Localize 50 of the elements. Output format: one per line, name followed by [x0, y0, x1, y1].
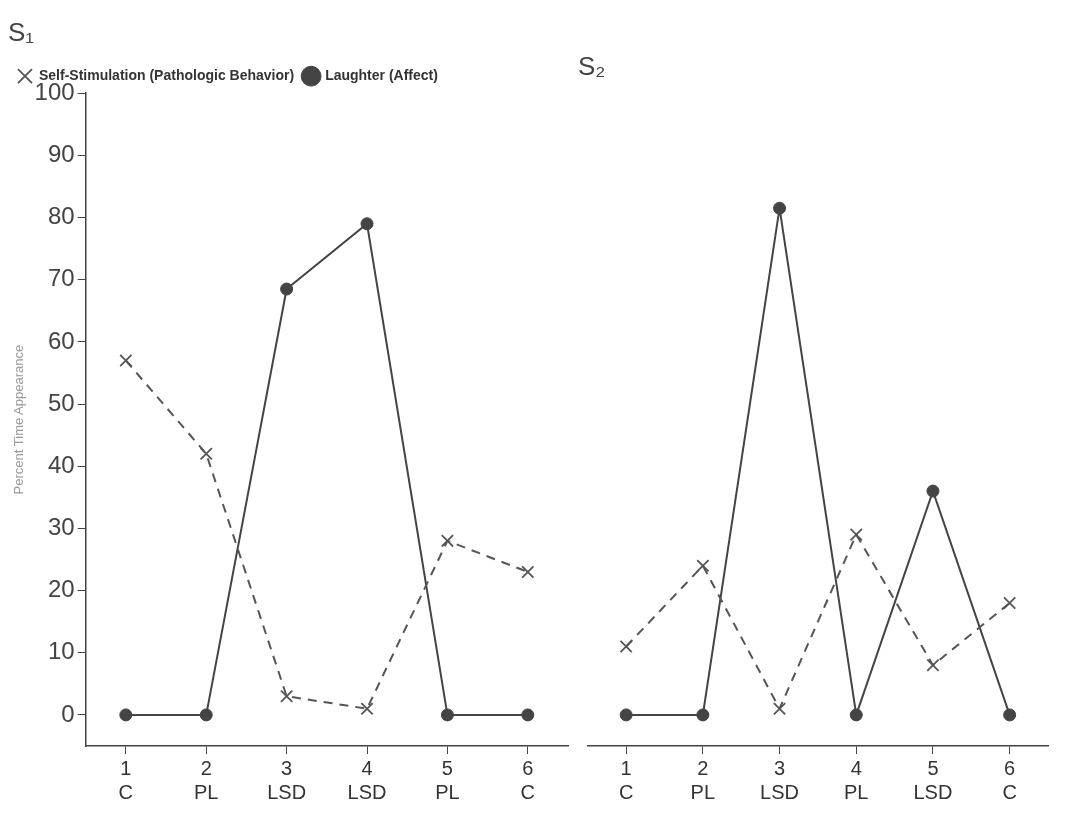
x-tick-label: 2 PL — [690, 756, 716, 803]
x-tick-label: 3 LSD — [267, 756, 307, 803]
y-tick-label: 70 — [47, 264, 75, 292]
y-tick-label: 50 — [47, 388, 75, 416]
x-tick-label: 6 C — [1002, 756, 1017, 803]
point — [619, 708, 633, 722]
point — [119, 708, 133, 722]
point — [360, 217, 374, 231]
legend-label: Laughter (Affect) — [325, 67, 438, 84]
x-tick-label: 3 LSD — [760, 756, 799, 803]
y-tick-label: 90 — [47, 140, 75, 167]
point — [1003, 708, 1017, 722]
x-tick-label: 4 LSD — [347, 756, 387, 803]
point — [696, 708, 710, 722]
y-axis-title: Percent Time Appearance — [11, 344, 27, 495]
y-tick-label: 20 — [47, 575, 75, 603]
chart-title: S₂ — [578, 50, 606, 81]
point — [619, 639, 633, 654]
point — [773, 201, 787, 215]
point — [521, 708, 535, 722]
y-tick-label: 60 — [47, 326, 75, 354]
point — [849, 528, 863, 542]
point — [119, 353, 133, 368]
point — [521, 565, 535, 579]
point — [849, 708, 863, 722]
y-tick-label: 40 — [47, 450, 75, 478]
point — [926, 484, 940, 498]
y-tick-label: 30 — [47, 513, 75, 541]
point — [280, 282, 294, 296]
point — [280, 689, 294, 703]
y-tick-label: 10 — [47, 637, 75, 665]
point — [696, 559, 710, 573]
point — [199, 447, 213, 461]
x-tick-label: 1 C — [118, 756, 134, 803]
y-tick-label: 0 — [61, 699, 75, 727]
point — [440, 534, 454, 548]
x-tick-label: 5 PL — [435, 756, 460, 803]
chart-title: S₁ — [8, 16, 35, 47]
point — [199, 708, 213, 722]
point — [360, 702, 374, 716]
x-tick-label: 4 PL — [844, 756, 869, 803]
x-tick-label: 1 C — [618, 756, 634, 803]
point — [440, 708, 454, 722]
point — [772, 702, 787, 716]
point — [1003, 596, 1017, 610]
x-tick-label: 5 LSD — [913, 756, 953, 803]
y-tick-label: 80 — [47, 202, 75, 230]
point — [926, 658, 940, 672]
x-tick-label: 6 C — [520, 756, 536, 803]
x-tick-label: 2 PL — [194, 756, 219, 803]
